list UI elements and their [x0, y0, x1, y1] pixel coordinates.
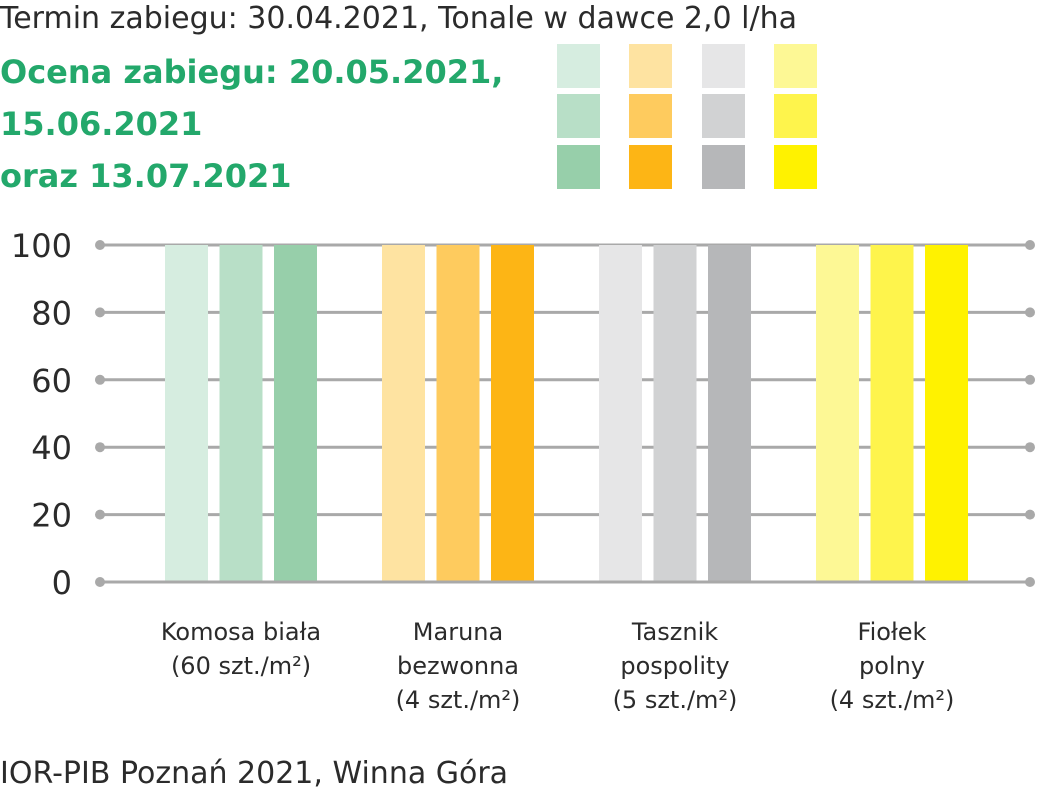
gridline-dot: [1025, 374, 1035, 385]
bar: [653, 245, 697, 582]
legend-swatch: [702, 44, 745, 88]
legend-swatch: [774, 145, 817, 189]
category-label: Fiołek: [858, 618, 927, 646]
source-note: IOR-PIB Poznań 2021, Winna Góra: [0, 756, 509, 791]
bar: [165, 245, 208, 582]
y-tick-label: 0: [52, 564, 72, 602]
legend-swatch: [702, 145, 745, 189]
bar: [491, 245, 534, 582]
bar: [219, 245, 263, 582]
bars: [100, 245, 1030, 584]
chart-subtitle: Termin zabiegu: 30.04.2021, Tonale w daw…: [0, 1, 798, 36]
evaluation-line-1: Ocena zabiegu: 20.05.2021,: [0, 53, 504, 91]
evaluation-line-2: 15.06.2021: [0, 105, 203, 143]
evaluation-dates: Ocena zabiegu: 20.05.2021, 15.06.2021 or…: [0, 46, 503, 202]
evaluation-line-3: oraz 13.07.2021: [0, 157, 292, 195]
category-labels: Komosa biała (60 szt./m²) Maruna bezwonna (4…: [161, 618, 955, 714]
bar: [708, 245, 751, 582]
gridline-dot: [1025, 307, 1035, 318]
category-label: Maruna: [413, 618, 503, 646]
legend-swatch: [557, 44, 600, 88]
category-label: Tasznik: [631, 618, 718, 646]
legend-swatch: [702, 94, 745, 138]
legend-swatch: [774, 94, 817, 138]
gridline-dot: [1025, 442, 1035, 453]
bar: [925, 245, 968, 582]
bar: [382, 245, 425, 582]
bar: [816, 245, 859, 582]
y-axis-ticks: 0 20 40 60 80 100: [11, 227, 72, 602]
gridline-dot: [95, 509, 105, 520]
y-tick-label: 60: [31, 362, 72, 400]
legend-swatch: [774, 44, 817, 88]
y-tick-label: 100: [11, 227, 72, 265]
category-label: (60 szt./m²): [171, 652, 311, 680]
category-label: (4 szt./m²): [396, 686, 521, 714]
category-label: polny: [859, 652, 925, 680]
gridline-dot: [95, 374, 105, 385]
gridline-dot: [95, 240, 105, 250]
legend-swatch: [629, 145, 672, 189]
category-label: pospolity: [620, 652, 729, 680]
category-label: (5 szt./m²): [613, 686, 738, 714]
gridline-dot: [1025, 240, 1035, 250]
bar: [599, 245, 642, 582]
category-label: Komosa biała: [161, 618, 321, 646]
y-tick-label: 40: [31, 429, 72, 467]
category-label: (4 szt./m²): [830, 686, 955, 714]
legend: [557, 44, 817, 189]
y-tick-label: 80: [31, 294, 72, 332]
category-label: bezwonna: [397, 652, 519, 680]
bar: [274, 245, 317, 582]
legend-swatch: [629, 44, 672, 88]
legend-swatch: [557, 94, 600, 138]
legend-swatch: [629, 94, 672, 138]
gridline-dot: [95, 442, 105, 453]
y-tick-label: 20: [31, 497, 72, 535]
gridline-dot: [1025, 509, 1035, 520]
gridline-dot: [95, 307, 105, 318]
bar: [870, 245, 914, 582]
legend-swatch: [557, 145, 600, 189]
bar: [436, 245, 480, 582]
